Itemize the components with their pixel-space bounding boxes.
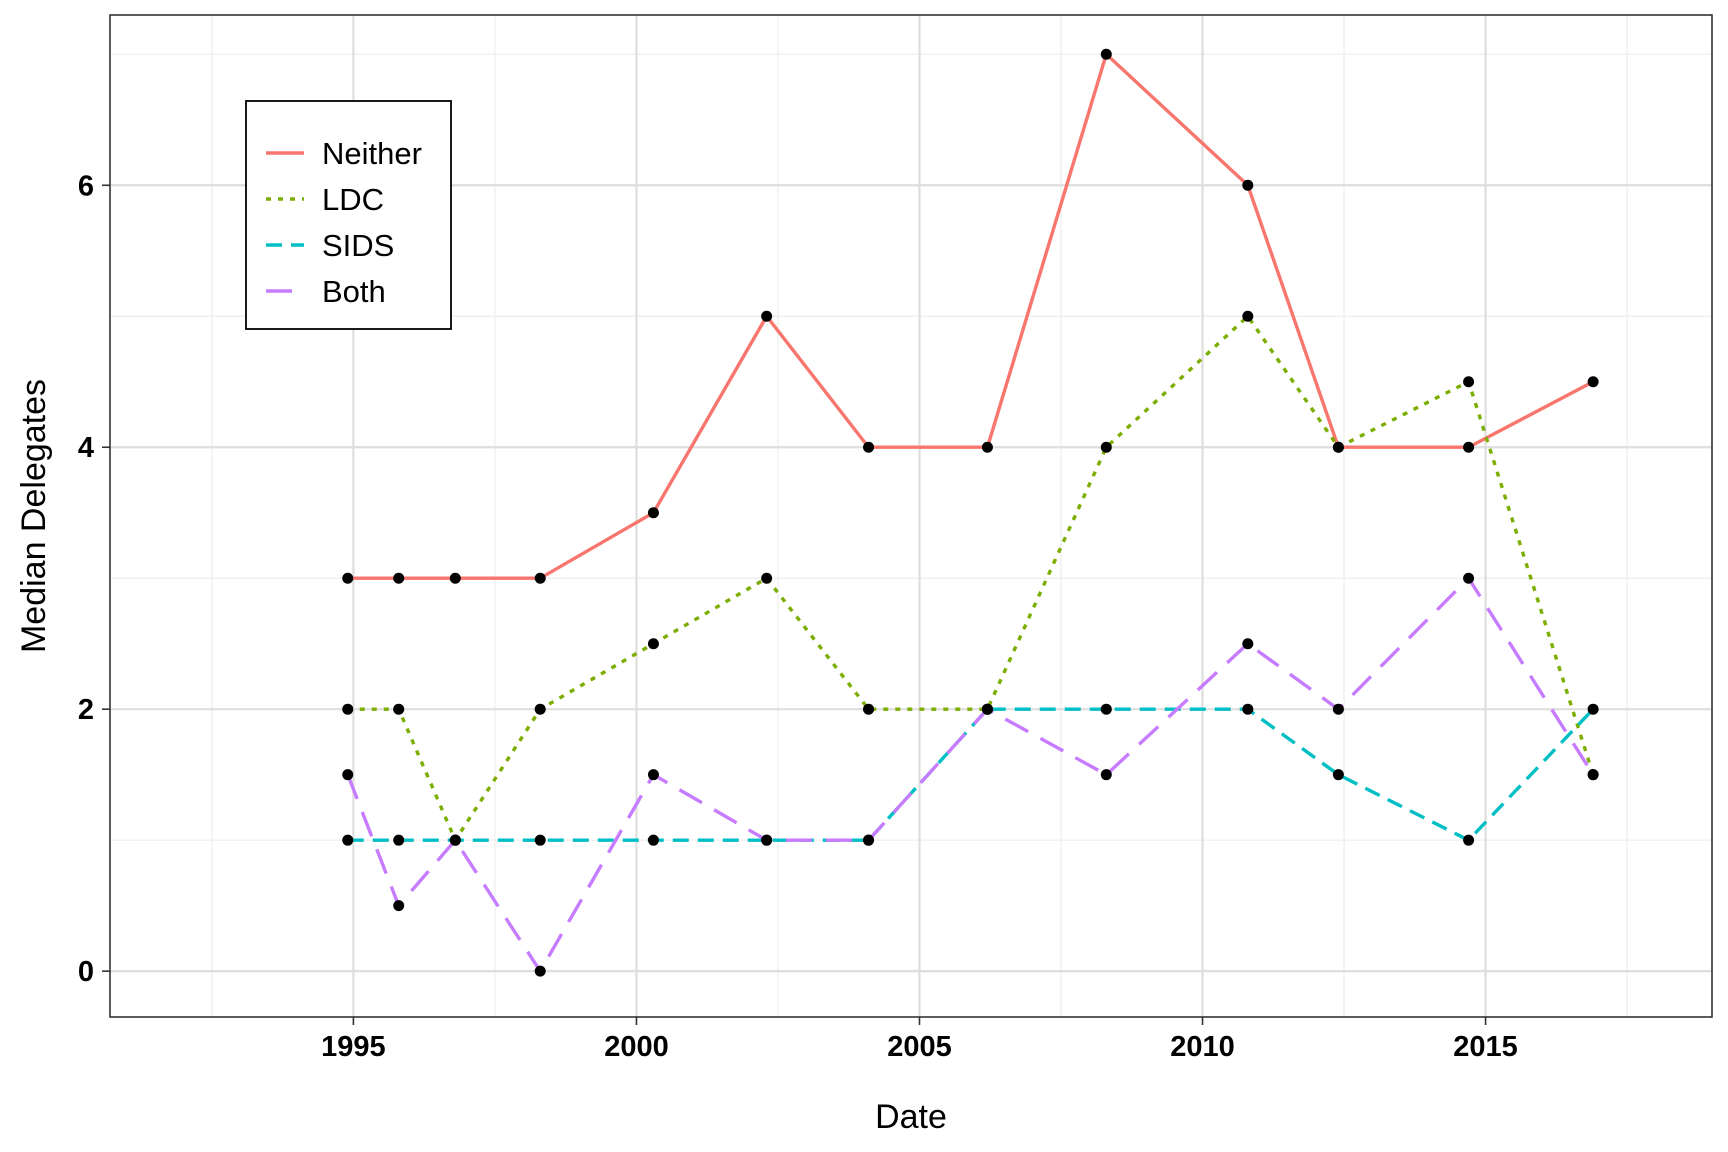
data-point-ldc [1100,441,1112,453]
series-line-both [346,576,1595,973]
data-point-both [449,834,461,846]
x-axis-ticks: 1995 2000 2005 2010 2015 [321,1017,1518,1063]
data-point-sids [534,834,546,846]
y-tick-label: 0 [78,956,94,988]
data-point-neither [342,572,354,584]
data-point-both [761,834,773,846]
legend: Neither LDC SIDS Both [245,100,452,330]
data-point-both [393,900,405,912]
data-point-sids [1463,834,1475,846]
data-point-both [1463,572,1475,584]
data-point-neither [1242,179,1254,191]
data-point-sids [647,834,659,846]
data-point-neither [1100,48,1112,60]
legend-label-neither: Neither [322,136,422,171]
data-point-ldc [534,703,546,715]
y-axis-ticks: 0 2 4 6 [78,170,110,988]
data-point-both [534,965,546,977]
series-lines [346,52,1595,973]
data-point-ldc [863,703,875,715]
y-axis-title: Median Delegates [15,379,53,653]
x-axis-title: Date [875,1098,947,1136]
x-tick-label: 2005 [887,1031,952,1063]
data-point-neither [647,507,659,519]
data-point-ldc [1332,441,1344,453]
data-point-both [981,703,993,715]
x-tick-label: 2000 [604,1031,669,1063]
data-point-neither [534,572,546,584]
data-point-neither [1587,376,1599,388]
data-point-both [342,769,354,781]
data-point-sids [1242,703,1254,715]
data-point-ldc [1242,310,1254,322]
data-point-ldc [342,703,354,715]
series-line-sids [347,707,1595,842]
data-point-ldc [1463,376,1475,388]
data-point-both [863,834,875,846]
data-point-neither [863,441,875,453]
data-point-both [1587,769,1599,781]
data-point-both [647,769,659,781]
legend-label-sids: SIDS [322,228,394,263]
data-point-both [1332,703,1344,715]
x-tick-label: 2010 [1170,1031,1235,1063]
data-point-sids [1587,703,1599,715]
x-tick-label: 1995 [321,1031,386,1063]
data-point-neither [981,441,993,453]
legend-label-both: Both [322,274,386,309]
data-points [342,48,1599,977]
data-point-neither [449,572,461,584]
data-point-neither [761,310,773,322]
y-tick-label: 6 [78,170,94,202]
data-point-both [1100,769,1112,781]
data-point-sids [1332,769,1344,781]
x-tick-label: 2015 [1453,1031,1518,1063]
data-point-ldc [647,638,659,650]
legend-label-ldc: LDC [322,182,384,217]
plot-panel-border [109,14,1713,1018]
data-point-ldc [393,703,405,715]
data-point-neither [1463,441,1475,453]
data-point-sids [393,834,405,846]
y-tick-label: 4 [78,432,94,464]
data-point-both [1242,638,1254,650]
data-point-neither [393,572,405,584]
data-point-ldc [761,572,773,584]
data-point-sids [1100,703,1112,715]
data-point-sids [342,834,354,846]
y-tick-label: 2 [78,694,94,726]
